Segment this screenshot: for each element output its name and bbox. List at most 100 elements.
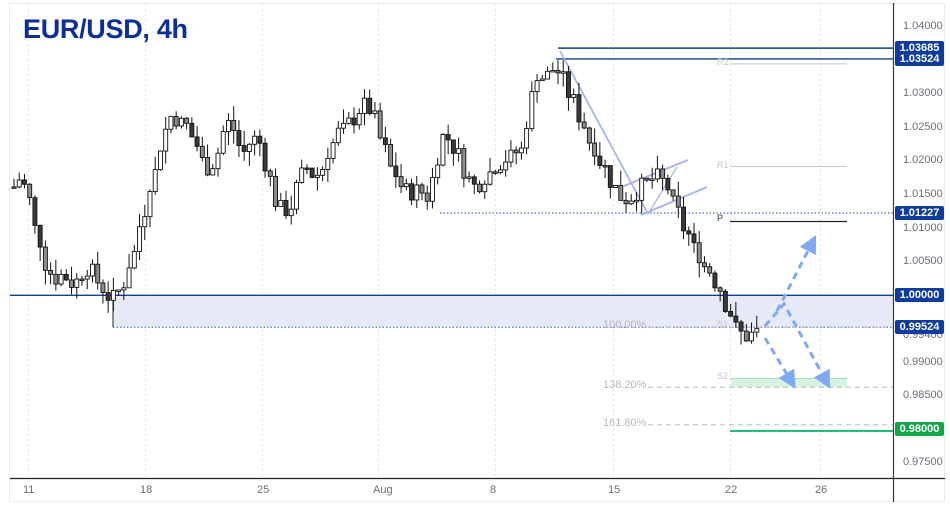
candle-body — [430, 177, 435, 202]
fib-label: 161.80% — [603, 416, 647, 429]
candle-body — [738, 321, 744, 332]
candle-body — [524, 128, 530, 149]
candle-body — [58, 273, 64, 285]
price-tick-label: 1.04000 — [903, 20, 943, 32]
candle-body — [482, 183, 488, 193]
candle-body — [215, 152, 221, 170]
candle-body — [586, 127, 592, 144]
zones — [113, 295, 893, 388]
candle-body — [53, 273, 59, 285]
arrow-bounce-down-projection — [763, 301, 831, 389]
candle-body — [335, 127, 341, 144]
candle-body — [246, 143, 252, 152]
candle-body — [602, 165, 608, 168]
candle-body — [241, 145, 247, 152]
candle-body — [440, 134, 446, 166]
candle-body — [121, 287, 127, 291]
pivot-label-s2: S2 — [717, 371, 729, 382]
pivot-label-r1: R1 — [717, 159, 729, 170]
candle-body — [644, 177, 650, 181]
candle-body — [733, 315, 739, 323]
candle-body — [534, 80, 540, 93]
candle-body — [194, 136, 200, 147]
candle-body — [456, 148, 462, 154]
candle-body — [142, 216, 148, 228]
candle-body — [84, 275, 90, 280]
candle-body — [613, 184, 618, 188]
time-tick-label: 26 — [815, 484, 828, 496]
pivot-label-r2: R2 — [717, 56, 729, 67]
candle-body — [393, 165, 399, 178]
candle-body — [126, 267, 132, 289]
candle-body — [445, 134, 451, 141]
candle-body — [607, 165, 613, 188]
candle-body — [110, 289, 116, 301]
projection-arrows — [763, 234, 831, 389]
candle-body — [419, 184, 425, 194]
price-tick-label: 0.99000 — [903, 356, 943, 368]
price-tag-099524: 0.99524 — [895, 320, 944, 335]
candle-body — [158, 150, 163, 171]
price-tick-label: 1.02000 — [903, 154, 943, 166]
candle-body — [503, 161, 509, 171]
candle-body — [220, 131, 226, 154]
candle-body — [294, 182, 299, 210]
candle-body — [236, 130, 242, 146]
candle-body — [466, 176, 472, 179]
candle-body — [560, 71, 566, 74]
candle-body — [257, 135, 263, 144]
candle-body — [42, 246, 48, 271]
candle-body — [252, 135, 258, 145]
candle-body — [518, 147, 524, 154]
time-tick-label: 22 — [725, 484, 738, 496]
candle-body — [691, 233, 697, 244]
candle-body — [367, 97, 373, 114]
support-zone — [113, 295, 893, 328]
fib-label: 138.20% — [603, 379, 647, 392]
candle-body — [189, 122, 195, 138]
time-tick-label: 18 — [140, 484, 153, 496]
candle-body — [707, 266, 713, 274]
candle-body — [304, 167, 310, 170]
candle-body — [330, 142, 336, 159]
candle-body — [576, 94, 582, 123]
candle-body — [377, 110, 383, 139]
candle-body — [320, 169, 326, 176]
candle-body — [231, 119, 237, 132]
candle-body — [173, 116, 179, 127]
candle-body — [743, 330, 749, 342]
candle-body — [199, 145, 205, 158]
candle-body — [90, 263, 95, 277]
candle-body — [471, 176, 477, 185]
candle-body — [754, 328, 760, 333]
candle-body — [403, 183, 409, 188]
candle-body — [654, 168, 660, 180]
candle-body — [717, 287, 723, 292]
candle-body — [424, 192, 430, 202]
candles — [11, 59, 760, 345]
candle-body — [409, 183, 414, 201]
candle-body — [79, 278, 85, 282]
candle-body — [670, 189, 676, 197]
trend-lines — [559, 50, 708, 216]
candle-body — [539, 78, 545, 82]
candle-body — [398, 176, 404, 188]
price-tick-label: 0.98500 — [903, 389, 943, 401]
candle-body — [22, 179, 27, 185]
candle-body — [665, 177, 671, 191]
price-tick-label: 1.03000 — [903, 87, 943, 99]
candle-body — [597, 155, 603, 166]
time-tick-label: Aug — [373, 484, 393, 496]
candle-body — [32, 197, 38, 226]
candle-body — [372, 110, 378, 114]
candle-body — [450, 139, 456, 154]
time-tick-label: 15 — [608, 484, 621, 496]
candle-body — [147, 191, 153, 218]
price-tick-label: 0.97500 — [903, 456, 943, 468]
candle-body — [529, 91, 535, 130]
candle-body — [628, 200, 634, 205]
candle-body — [27, 183, 33, 199]
price-tick-label: 1.00500 — [903, 255, 943, 267]
